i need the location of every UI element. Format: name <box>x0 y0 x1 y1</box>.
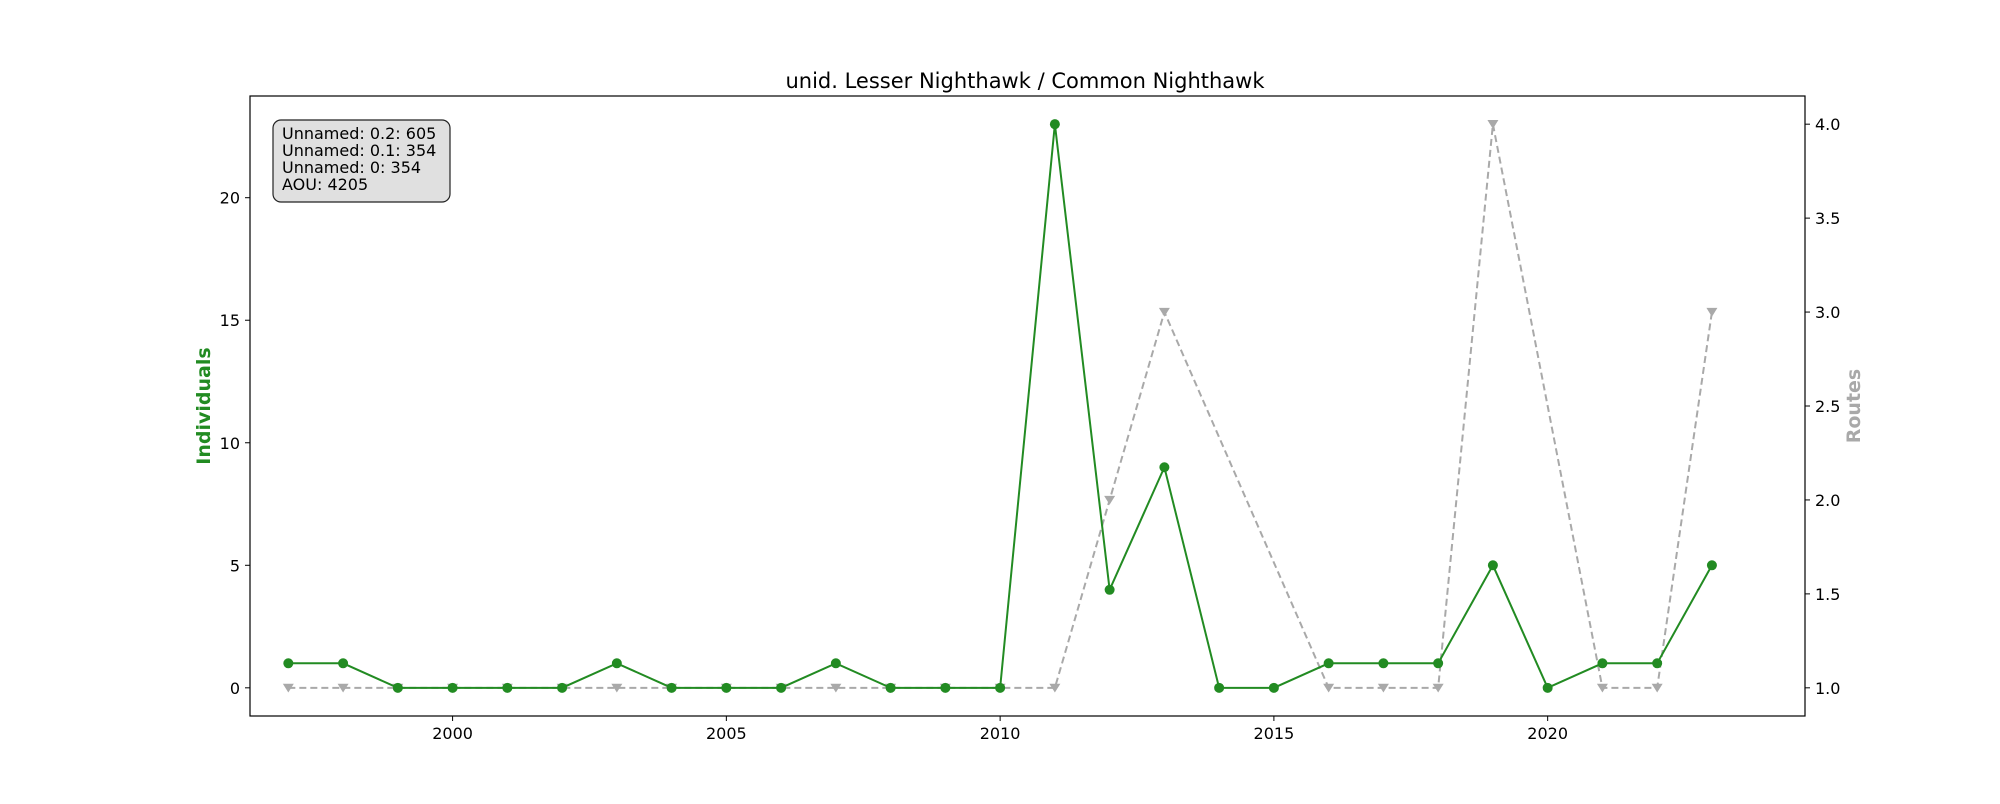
x-tick-label: 2000 <box>432 724 473 743</box>
right-y-tick-label: 3.0 <box>1815 303 1840 322</box>
individuals-point <box>1542 682 1553 693</box>
routes-point <box>1323 683 1335 693</box>
routes-point <box>1706 307 1718 317</box>
individuals-point <box>1597 658 1608 669</box>
routes-point <box>1596 683 1608 693</box>
left-y-axis-label: Individuals <box>193 347 215 464</box>
individuals-point <box>830 658 841 669</box>
routes-point <box>282 683 294 693</box>
right-y-tick-label: 3.5 <box>1815 209 1840 228</box>
individuals-point <box>392 682 403 693</box>
routes-point <box>1158 307 1170 317</box>
individuals-point <box>995 682 1006 693</box>
chart-title: unid. Lesser Nighthawk / Common Nighthaw… <box>785 69 1265 93</box>
routes-point <box>1104 495 1116 505</box>
routes-point <box>1432 683 1444 693</box>
left-y-axis: 0 5 10 15 20 <box>220 189 250 698</box>
left-y-tick-label: 0 <box>230 679 240 698</box>
individuals-point <box>1159 462 1170 473</box>
info-line-1: Unnamed: 0.2: 605 <box>282 124 436 143</box>
individuals-point <box>1487 560 1498 571</box>
individuals-point <box>1706 560 1717 571</box>
x-axis: 2000 2005 2010 2015 2020 <box>432 716 1568 743</box>
individuals-point <box>447 682 458 693</box>
left-y-tick-label: 10 <box>220 434 240 453</box>
individuals-point <box>1652 658 1663 669</box>
right-y-tick-label: 1.5 <box>1815 585 1840 604</box>
individuals-point <box>1433 658 1444 669</box>
right-y-tick-label: 2.0 <box>1815 491 1840 510</box>
routes-point <box>611 683 623 693</box>
individuals-point <box>1104 584 1115 595</box>
individuals-point <box>611 658 622 669</box>
individuals-point <box>1268 682 1279 693</box>
left-y-tick-label: 20 <box>220 189 240 208</box>
right-y-tick-label: 4.0 <box>1815 115 1840 134</box>
routes-point <box>1487 120 1499 129</box>
individuals-point <box>557 682 568 693</box>
info-line-3: Unnamed: 0: 354 <box>282 158 421 177</box>
x-tick-label: 2020 <box>1527 724 1568 743</box>
individuals-point <box>1049 119 1060 130</box>
left-y-tick-label: 15 <box>220 311 240 330</box>
info-box-background <box>272 119 451 203</box>
individuals-point <box>776 682 787 693</box>
x-tick-label: 2005 <box>706 724 747 743</box>
routes-point <box>830 683 842 693</box>
individuals-point <box>940 682 951 693</box>
individuals-point <box>502 682 513 693</box>
individuals-point <box>1378 658 1389 669</box>
series-layer <box>282 119 1718 693</box>
info-box: Unnamed: 0.2: 605 Unnamed: 0.1: 354 Unna… <box>272 119 451 203</box>
individuals-point <box>666 682 677 693</box>
routes-point <box>1377 683 1389 693</box>
individuals-point <box>338 658 349 669</box>
individuals-point <box>885 682 896 693</box>
x-tick-label: 2015 <box>1254 724 1295 743</box>
left-y-tick-label: 5 <box>230 556 240 575</box>
individuals-point <box>721 682 732 693</box>
right-y-axis-label: Routes <box>1843 369 1865 444</box>
individuals-point <box>283 658 294 669</box>
right-y-tick-label: 2.5 <box>1815 397 1840 416</box>
right-y-axis: 1.0 1.5 2.0 2.5 3.0 3.5 4.0 <box>1805 115 1840 698</box>
right-y-tick-label: 1.0 <box>1815 679 1840 698</box>
individuals-point <box>1323 658 1334 669</box>
routes-point <box>1651 683 1663 693</box>
info-line-4: AOU: 4205 <box>282 175 368 194</box>
routes-point <box>1049 683 1061 693</box>
individuals-point <box>1214 682 1225 693</box>
info-line-2: Unnamed: 0.1: 354 <box>282 141 436 160</box>
x-tick-label: 2010 <box>980 724 1021 743</box>
routes-point <box>337 683 349 693</box>
